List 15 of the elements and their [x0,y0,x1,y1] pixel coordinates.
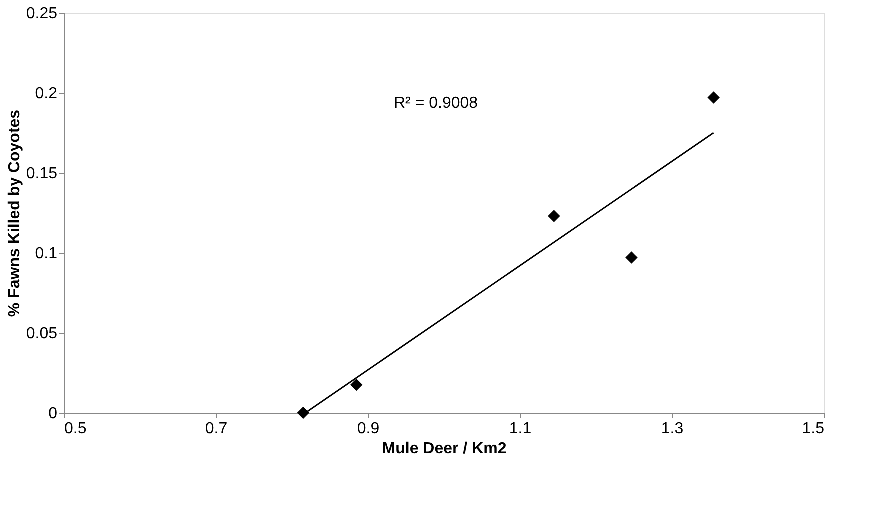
y-tick-label: 0 [48,406,58,422]
y-tick-label: 0.05 [26,326,58,342]
x-tick-label: 1.5 [802,420,825,438]
y-tick-label: 0.25 [26,6,58,22]
x-tick-label: 0.7 [205,420,228,438]
y-tick-label: 0.1 [35,246,58,262]
x-tick-label: 1.1 [509,420,532,438]
y-tick-label: 0.15 [26,166,58,182]
x-tick-label: 1.3 [661,420,684,438]
y-tick-label: 0.2 [35,86,58,102]
y-axis-title: % Fawns Killed by Coyotes [6,110,24,318]
x-tick-label: 0.9 [357,420,380,438]
x-axis-title: Mule Deer / Km2 [382,440,507,458]
x-tick-label: 0.5 [64,420,87,438]
annotation: R² = 0.9008 [394,95,478,112]
